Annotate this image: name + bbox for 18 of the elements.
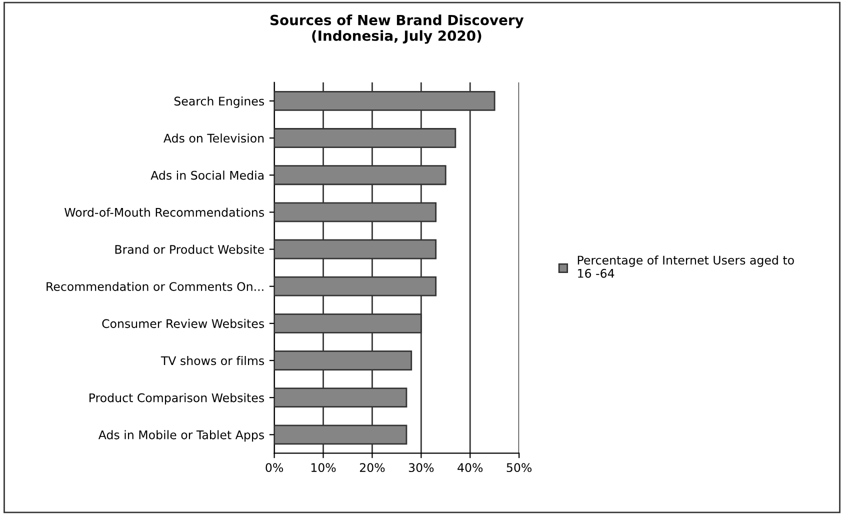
y-tick-label: Product Comparison Websites: [90, 393, 264, 405]
y-tick-label: Recommendation or Comments On...: [46, 282, 264, 291]
x-tick-label: 50%: [506, 463, 532, 472]
y-tick-label: TV shows or films: [160, 356, 264, 366]
y-tick-label: Word-of-Mouth Recommendations: [64, 208, 264, 217]
y-tick-label: Consumer Review Websites: [102, 318, 264, 328]
x-tick-label: 40%: [458, 463, 483, 472]
y-tick-label: Ads in Mobile or Tablet Apps: [98, 430, 264, 442]
chart-title: Sources of New Brand Discovery (Indonesia, July 2020): [270, 14, 524, 44]
x-tick-label: 0%: [266, 463, 284, 472]
y-tick-label: Ads in Social Media: [150, 170, 264, 180]
y-tick-label: Search Engines: [174, 96, 264, 108]
legend-label: Percentage of Internet Users aged to 16 -64: [578, 255, 794, 278]
x-tick-label: 20%: [360, 463, 385, 472]
y-tick-label: Brand or Product Website: [115, 244, 264, 254]
x-tick-label: 10%: [311, 463, 336, 472]
x-tick-label: 30%: [408, 463, 434, 472]
y-tick-label: Ads on Television: [164, 134, 264, 143]
